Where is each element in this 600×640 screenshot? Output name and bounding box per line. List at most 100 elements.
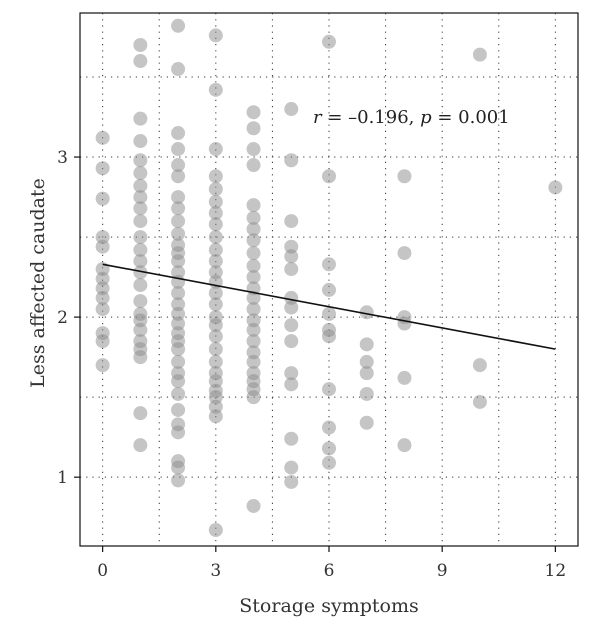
data-points	[95, 18, 563, 537]
r-value: = –0.196,	[322, 107, 421, 128]
data-point	[548, 180, 563, 195]
data-point	[359, 415, 374, 430]
data-point	[322, 420, 336, 435]
data-point	[171, 62, 186, 77]
data-point	[208, 242, 223, 257]
data-point	[95, 290, 110, 305]
data-point	[95, 239, 110, 254]
data-point	[246, 158, 261, 173]
data-point	[133, 278, 148, 293]
data-point	[208, 522, 223, 537]
data-point	[208, 254, 223, 269]
data-point	[208, 194, 223, 209]
data-point	[133, 230, 148, 245]
data-point	[95, 130, 110, 145]
data-point	[171, 201, 186, 216]
data-point	[397, 169, 412, 184]
data-point	[171, 169, 186, 184]
regression-line-group	[102, 263, 556, 350]
data-point	[133, 201, 148, 216]
data-point	[133, 190, 148, 205]
data-point	[171, 286, 186, 301]
data-point	[171, 190, 186, 205]
p-value: = 0.001	[432, 107, 510, 128]
x-tick-label: 9	[437, 561, 448, 581]
data-point	[133, 350, 148, 365]
data-point	[208, 286, 223, 301]
data-point	[397, 370, 412, 385]
data-point	[246, 210, 261, 225]
data-point	[133, 134, 148, 149]
data-point	[322, 34, 336, 49]
data-point	[208, 329, 223, 344]
data-point	[246, 105, 261, 120]
data-point	[133, 313, 148, 328]
data-point	[171, 316, 186, 331]
data-point	[284, 460, 299, 475]
data-point	[246, 354, 261, 369]
data-point	[171, 158, 186, 173]
x-tick-label: 0	[97, 561, 108, 581]
data-point	[284, 377, 299, 392]
data-point	[171, 425, 186, 440]
data-point	[208, 390, 223, 405]
data-point	[171, 473, 186, 488]
data-point	[359, 366, 374, 381]
data-point	[208, 318, 223, 333]
data-point	[171, 354, 186, 369]
data-point	[472, 47, 487, 62]
data-point	[171, 214, 186, 229]
correlation-annotation: r = –0.196, p = 0.001	[313, 107, 510, 128]
data-point	[397, 246, 412, 261]
data-point	[171, 18, 186, 33]
data-point	[208, 230, 223, 245]
data-point	[95, 281, 110, 296]
data-point	[133, 265, 148, 280]
data-point	[322, 441, 336, 456]
data-point	[171, 402, 186, 417]
data-point	[133, 178, 148, 193]
data-point	[284, 318, 299, 333]
data-point	[246, 313, 261, 328]
data-point	[359, 337, 374, 352]
p-symbol: p	[420, 107, 432, 128]
data-point	[133, 438, 148, 453]
data-point	[284, 102, 299, 117]
data-point	[95, 230, 110, 245]
data-point	[171, 265, 186, 280]
data-point	[95, 358, 110, 373]
data-point	[95, 334, 110, 349]
data-point	[171, 374, 186, 389]
data-point	[246, 390, 261, 405]
data-point	[246, 290, 261, 305]
data-point	[208, 297, 223, 312]
data-point	[208, 409, 223, 424]
data-point	[208, 399, 223, 414]
data-point	[246, 233, 261, 248]
x-tick-label: 12	[545, 561, 567, 581]
data-point	[284, 239, 299, 254]
x-tick-label: 3	[210, 561, 221, 581]
data-point	[284, 214, 299, 229]
data-point	[397, 316, 412, 331]
data-point	[208, 374, 223, 389]
data-point	[246, 258, 261, 273]
data-point	[246, 142, 261, 157]
data-point	[208, 342, 223, 357]
data-point	[171, 142, 186, 157]
data-point	[397, 438, 412, 453]
data-point	[171, 226, 186, 241]
y-tick-label: 2	[57, 308, 68, 328]
data-point	[133, 214, 148, 229]
data-point	[171, 342, 186, 357]
data-point	[133, 38, 148, 53]
data-point	[208, 217, 223, 232]
data-point	[208, 82, 223, 97]
data-point	[322, 282, 336, 297]
data-point	[133, 322, 148, 337]
data-point	[95, 161, 110, 176]
data-point	[322, 306, 336, 321]
data-point	[208, 206, 223, 221]
data-point	[359, 305, 374, 320]
data-point	[246, 246, 261, 261]
